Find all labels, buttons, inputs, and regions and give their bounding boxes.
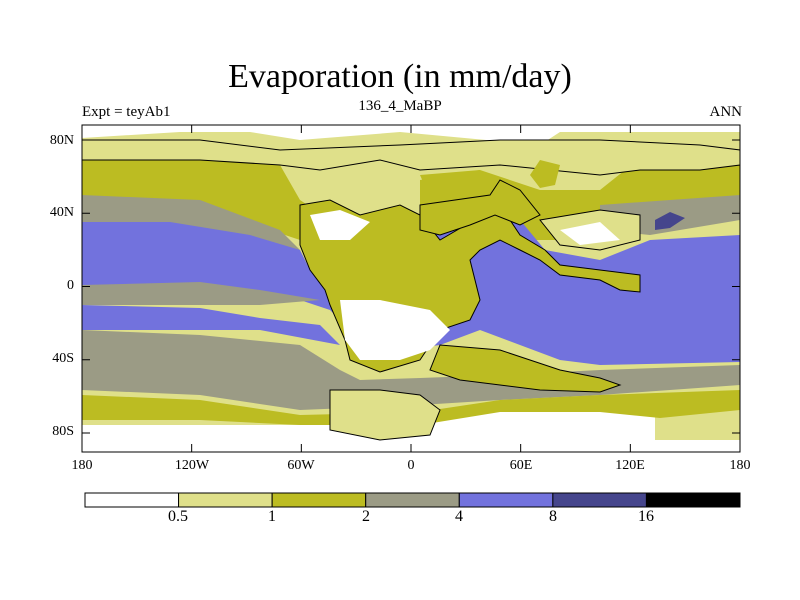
northern-olive-patch — [530, 160, 560, 188]
lon-tick-label: 180 — [729, 458, 751, 473]
north-atlantic-olive — [82, 150, 330, 240]
lat-tick-label: 80S — [52, 424, 74, 439]
arctic-field — [82, 125, 740, 145]
lon-tick-label: 180 — [71, 458, 93, 473]
colorbar-level-label: 16 — [638, 508, 654, 525]
colorbar-swatch — [365, 492, 460, 508]
axis-ticks — [81, 125, 741, 452]
colorbar-swatch — [84, 492, 180, 508]
lat-tick-label: 40N — [49, 205, 74, 220]
antarctic-field-east — [420, 412, 740, 452]
equatorial-pacific-grey — [82, 282, 320, 305]
lat-tick-label: 80N — [49, 133, 74, 148]
colorbar-swatch — [645, 492, 741, 508]
colorbar-swatch — [458, 492, 554, 508]
lon-tick-label: 60W — [287, 458, 315, 473]
colorbar-level-label: 8 — [549, 508, 557, 525]
lon-tick-label: 60E — [509, 458, 533, 473]
east-desert — [560, 222, 620, 245]
period-label: 136_4_MaBP — [358, 98, 442, 114]
colorbar-level-label: 1 — [268, 508, 276, 525]
northern-continent — [81, 139, 741, 176]
southern-landmass — [429, 344, 622, 393]
northern-olive-patch-2 — [420, 170, 480, 198]
colorbar — [84, 492, 741, 508]
season-label: ANN — [709, 104, 743, 120]
colorbar-swatch — [178, 492, 273, 508]
lon-tick-label: 120W — [174, 458, 210, 473]
colorbar-level-label: 4 — [455, 508, 463, 525]
lon-tick-label: 120E — [615, 458, 645, 473]
kuroshio-dark-blue — [655, 212, 685, 230]
northern-landmass — [419, 179, 541, 236]
colorbar-level-label: 0.5 — [168, 508, 188, 525]
south-pacific-blue — [82, 305, 340, 345]
map-field — [81, 125, 741, 452]
southern-continent — [329, 389, 441, 441]
southern-olive-band — [82, 390, 740, 425]
colorbar-level-label: 2 — [362, 508, 370, 525]
central-desert-south — [340, 300, 450, 360]
central-desert-north — [310, 210, 370, 240]
lon-tick-label: 0 — [407, 458, 415, 473]
map-title: Evaporation (in mm/day) — [228, 58, 572, 95]
lat-tick-label: 0 — [67, 278, 74, 293]
lat-tick-label: 40S — [52, 351, 74, 366]
antarctic-field — [82, 425, 420, 452]
colorbar-swatch — [552, 492, 647, 508]
experiment-label: Expt = teyAb1 — [82, 104, 171, 120]
colorbar-swatch — [271, 492, 367, 508]
